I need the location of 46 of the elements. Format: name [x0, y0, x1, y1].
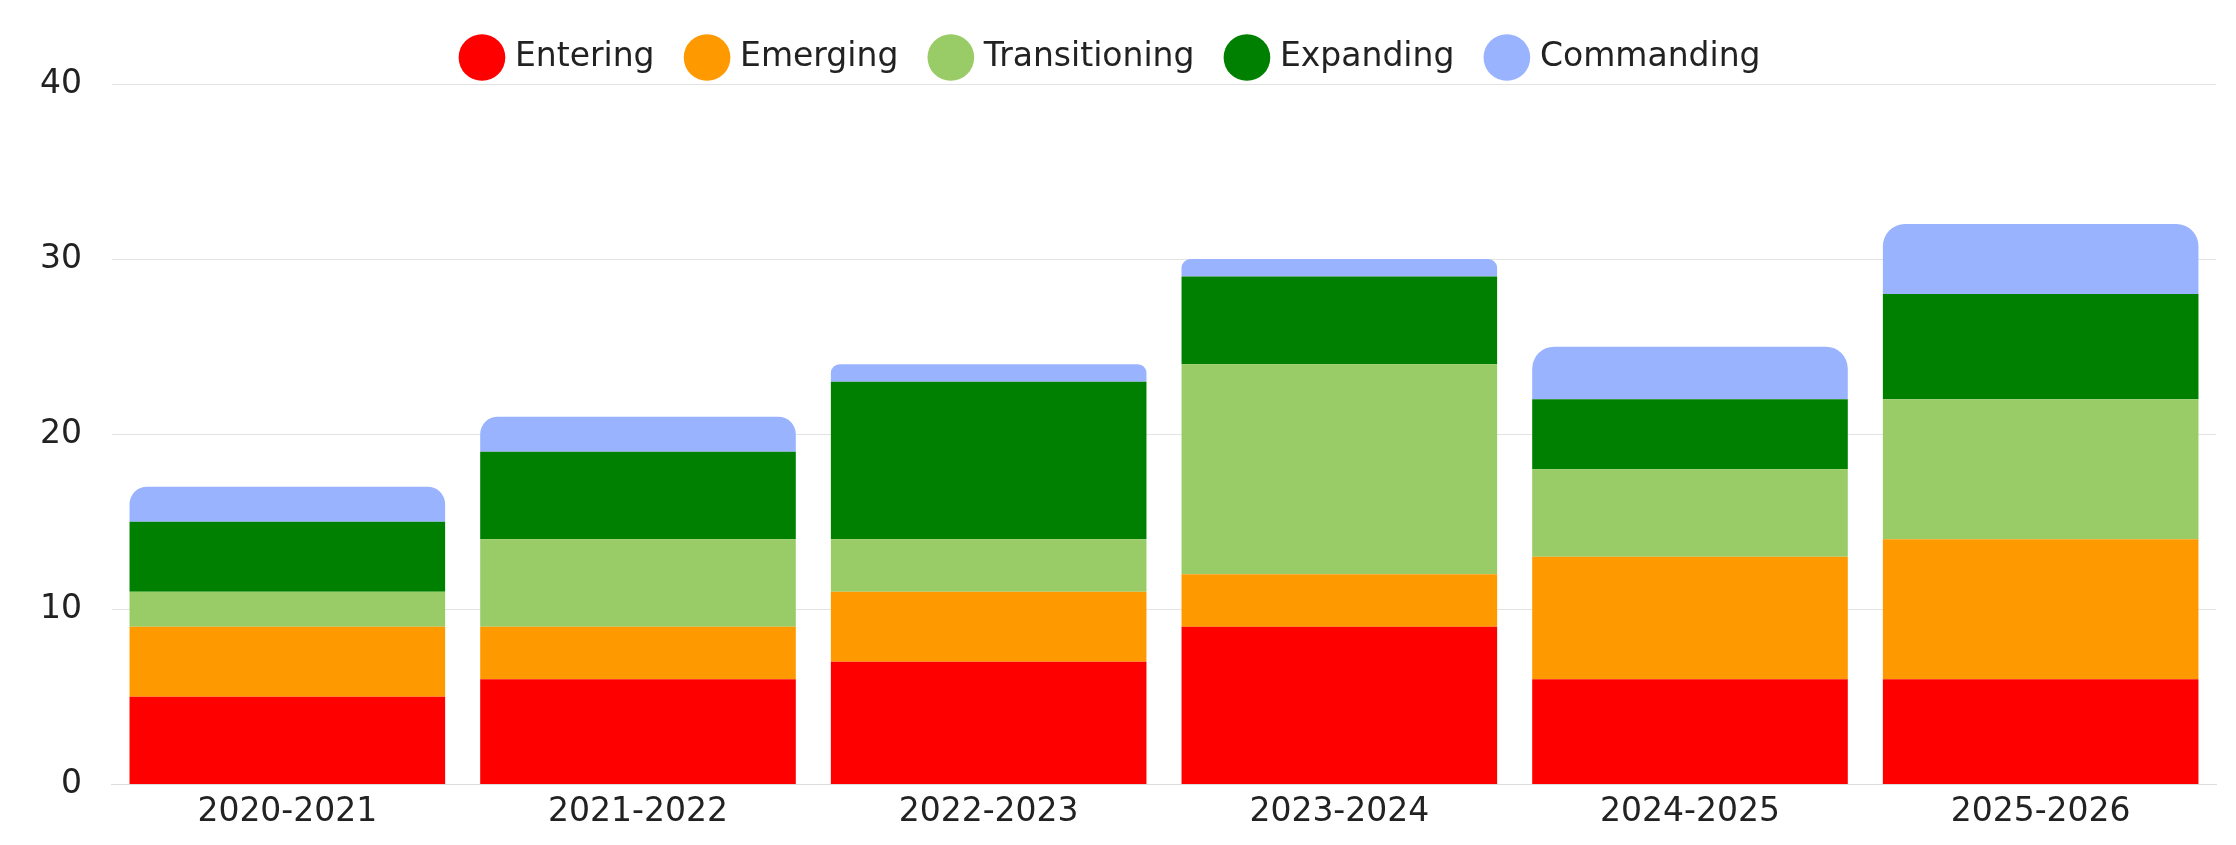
bar: [830, 364, 1147, 382]
bar: [480, 451, 796, 540]
bar: [1882, 399, 2199, 540]
bar: [129, 486, 446, 522]
bar: [830, 381, 1147, 540]
bar: [830, 539, 1147, 592]
bar: [129, 591, 446, 627]
bar: [1181, 364, 1498, 575]
bar: [1882, 294, 2199, 400]
bar: [1532, 346, 1848, 400]
bar: [129, 626, 446, 697]
bar: [480, 679, 796, 784]
bar: [129, 696, 446, 784]
x-tick-label: 2024-2025: [1600, 789, 1780, 829]
y-tick-label: 40: [39, 61, 82, 101]
bar: [129, 521, 446, 592]
bar: [1532, 469, 1848, 557]
bar: [480, 539, 796, 627]
x-tick-label: 2021-2022: [548, 789, 728, 829]
bar: [1882, 539, 2199, 680]
bar: [1181, 276, 1498, 365]
bar: [1532, 399, 1848, 470]
bar: [480, 416, 796, 452]
bar: [1181, 574, 1498, 627]
bar: [1532, 556, 1848, 680]
bar: [830, 591, 1147, 662]
y-tick-label: 0: [60, 761, 82, 801]
legend-label: Emerging: [740, 35, 899, 75]
x-tick-label: 2022-2023: [898, 789, 1079, 829]
x-tick-label: 2025-2026: [1950, 789, 2131, 829]
legend-label: Expanding: [1279, 35, 1455, 75]
x-tick-label: 2020-2021: [197, 789, 378, 829]
y-tick-label: 10: [39, 586, 82, 626]
legend-label: Transitioning: [982, 35, 1195, 75]
bar: [830, 661, 1147, 784]
bar: [1181, 259, 1498, 277]
bar: [1882, 679, 2199, 784]
bar: [1181, 626, 1498, 784]
bar: [480, 626, 796, 680]
legend-label: Entering: [514, 35, 655, 75]
y-tick-label: 20: [39, 411, 82, 451]
x-tick-label: 2023-2024: [1249, 789, 1430, 829]
bar: [1532, 679, 1848, 784]
bar: [1882, 224, 2199, 295]
y-tick-label: 30: [39, 236, 82, 276]
legend-label: Commanding: [1539, 35, 1761, 75]
